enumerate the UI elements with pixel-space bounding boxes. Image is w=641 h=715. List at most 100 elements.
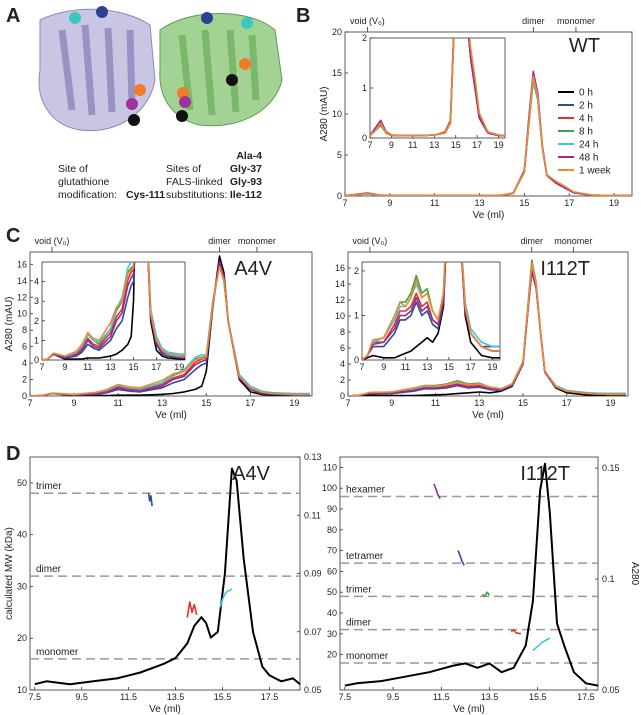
y-tick-label: 60 — [327, 566, 337, 576]
x-axis-label: Ve (ml) — [453, 704, 485, 715]
chart-label: I112T — [540, 258, 590, 280]
y-tick-label: 2 — [362, 33, 367, 43]
series-line — [345, 75, 632, 196]
x-tick-label: 15 — [201, 398, 211, 408]
marker-label: monomer — [557, 16, 595, 26]
panel-label: D — [6, 443, 20, 465]
y-tick-label: 0 — [22, 391, 27, 401]
series-line — [362, 262, 500, 360]
ref-label: hexamer — [346, 485, 386, 496]
x-tick-label: 19 — [609, 198, 619, 208]
series-group — [344, 462, 598, 687]
x-tick-label: 9.5 — [75, 692, 88, 702]
x-tick-label: 9 — [62, 362, 67, 372]
ref-label: monomer — [346, 651, 389, 662]
x-tick-label: 7 — [345, 398, 350, 408]
y-tick-label: 20 — [332, 27, 342, 37]
y2-tick-label: 0.05 — [602, 685, 620, 695]
legend-label: 0 h — [579, 88, 593, 99]
marker-label: dimer — [520, 236, 543, 246]
y-tick-label: 12 — [335, 295, 345, 305]
sphere — [69, 12, 81, 24]
ref-label: dimer — [346, 618, 372, 629]
series-line — [34, 467, 300, 686]
y-axis-label: A280 (mAU) — [4, 296, 15, 351]
y2-tick-label: 0.1 — [602, 574, 615, 584]
y-tick-label: 50 — [17, 478, 27, 488]
x-tick-label: 19 — [289, 398, 299, 408]
y-tick-label: 1 — [354, 310, 359, 320]
ref-label: trimer — [346, 584, 372, 595]
y-tick-label: 6 — [22, 342, 27, 352]
x-tick-label: 15 — [451, 140, 461, 150]
y-tick-label: 100 — [322, 483, 337, 493]
inset-series-group — [362, 262, 500, 360]
y-tick-label: 1 — [34, 335, 39, 345]
series-line — [433, 483, 441, 499]
marker-label: monomer — [238, 236, 276, 246]
x-tick-label: 7.5 — [339, 692, 352, 702]
y-tick-label: 4 — [22, 358, 27, 368]
y-axis-label: calculated MW (kDa) — [4, 527, 15, 620]
y2-tick-label: 0.13 — [304, 452, 322, 462]
chart-label: A4V — [234, 258, 272, 280]
x-tick-label: 11 — [401, 362, 410, 372]
y-tick-label: 2 — [340, 375, 345, 385]
y-tick-label: 14 — [335, 279, 345, 289]
x-tick-label: 17.5 — [577, 692, 595, 702]
x-tick-label: 17 — [472, 140, 482, 150]
y-tick-label: 30 — [17, 581, 27, 591]
series-line — [30, 255, 310, 396]
monomer-ribbon — [38, 8, 156, 132]
series-line — [186, 601, 198, 618]
y-tick-label: 0 — [337, 191, 342, 201]
y2-tick-label: 0.15 — [602, 463, 620, 473]
y-tick-label: 12 — [17, 292, 27, 302]
x-tick-label: 13.5 — [481, 692, 499, 702]
panel-label: B — [296, 5, 310, 27]
protein-structure — [38, 6, 283, 132]
x-tick-label: 15.5 — [529, 692, 547, 702]
series-group — [34, 467, 300, 686]
fals-text: substitutions: — [166, 189, 227, 201]
x-tick-label: 15.5 — [214, 692, 232, 702]
series-line — [362, 262, 500, 360]
x-tick-label: 17 — [151, 362, 161, 372]
y-tick-label: 16 — [17, 259, 27, 269]
sphere — [134, 84, 146, 96]
x-tick-label: 11.5 — [120, 692, 137, 702]
legend-label: 1 week — [579, 166, 612, 177]
chart-label: A4V — [232, 463, 270, 485]
beta-strands — [58, 24, 136, 116]
x-tick-label: 19 — [487, 362, 497, 372]
x-tick-label: 9 — [389, 398, 394, 408]
x-tick-label: 17 — [466, 362, 476, 372]
x-axis-label: Ve (ml) — [149, 704, 181, 715]
monomer-ribbon — [159, 13, 283, 127]
x-tick-label: 19 — [605, 398, 615, 408]
x-tick-label: 17.5 — [261, 692, 279, 702]
x-tick-label: 19 — [494, 140, 504, 150]
y-tick-label: 6 — [340, 343, 345, 353]
x-tick-label: 15 — [518, 398, 528, 408]
x-tick-label: 17 — [562, 398, 572, 408]
legend-label: 24 h — [579, 140, 598, 151]
ref-label: dimer — [36, 564, 62, 575]
marker-label: dimer — [208, 236, 231, 246]
series-group — [348, 259, 626, 396]
x-tick-label: 11 — [430, 198, 439, 208]
x-tick-label: 9 — [72, 398, 77, 408]
series-line — [370, 38, 505, 137]
y2-tick-label: 0.09 — [304, 569, 322, 579]
legend-label: 4 h — [579, 114, 593, 125]
y-tick-label: 2 — [34, 316, 39, 326]
marker-label: void (V₀) — [353, 236, 388, 246]
inset-series-group — [370, 38, 505, 137]
sphere — [241, 17, 253, 29]
plot-frame — [29, 456, 301, 691]
series-line — [42, 262, 185, 360]
x-tick-label: 9.5 — [387, 692, 400, 702]
ref-label: trimer — [36, 481, 62, 492]
y-tick-label: 0 — [354, 355, 359, 365]
y-tick-label: 5 — [337, 150, 342, 160]
